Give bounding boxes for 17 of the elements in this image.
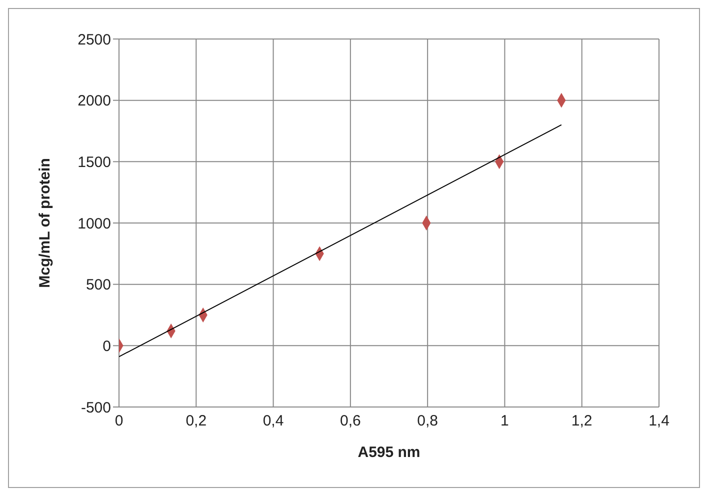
- y-tick-label: 2500: [78, 31, 111, 48]
- x-axis-title: A595 nm: [358, 444, 420, 461]
- y-tick-label: 0: [102, 338, 111, 355]
- y-tick-label: 500: [86, 276, 111, 294]
- x-tick-label: 0,6: [340, 412, 361, 430]
- y-axis-title: Mcg/mL of protein: [36, 158, 54, 288]
- x-tick-label: 1,4: [648, 412, 670, 430]
- x-tick-label: 0,2: [186, 412, 207, 430]
- x-tick-label: 0,4: [262, 412, 284, 430]
- x-tick-label: 1: [500, 412, 509, 430]
- y-tick-label: 1500: [78, 154, 111, 171]
- y-tick-label: 2000: [78, 92, 111, 110]
- x-tick-label: 1,2: [571, 412, 592, 430]
- y-tick-label: -500: [80, 399, 111, 416]
- x-tick-label: 0: [114, 412, 124, 430]
- x-tick-label: 0,8: [417, 412, 438, 430]
- y-tick-label: 1000: [78, 215, 111, 232]
